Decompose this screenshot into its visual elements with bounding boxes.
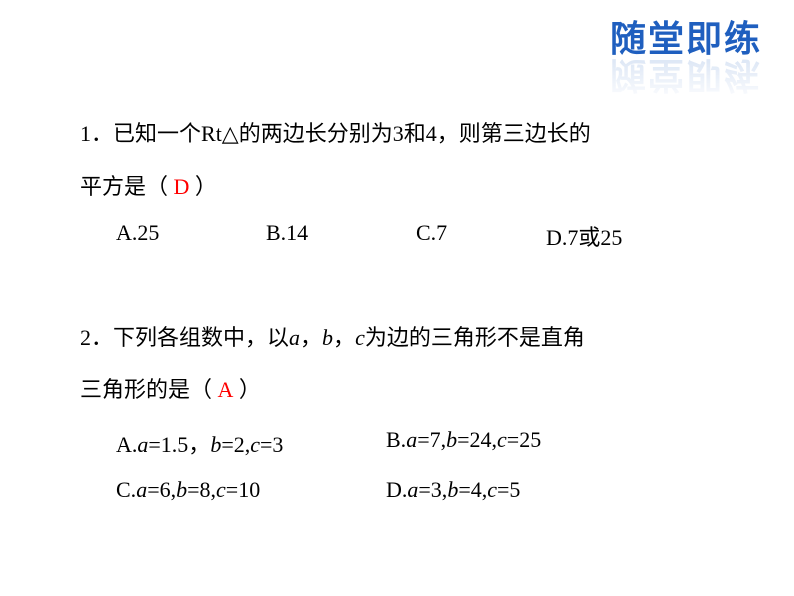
q2-opt-row1: A.a=1.5，b=2,c=3 B.a=7,b=24,c=25 <box>116 427 720 459</box>
q2-d-va: a <box>407 477 418 502</box>
q1-opt-b: B.14 <box>266 220 416 252</box>
q2-c-eb: =8, <box>187 477 216 502</box>
content-area: 1．已知一个Rt△的两边长分别为3和4，则第三边长的 平方是（ D ） A.25… <box>80 108 720 521</box>
q2-text1-post: 为边的三角形不是直角 <box>365 325 585 350</box>
q2-b-ea: =7, <box>417 427 446 452</box>
q2-comma1: ， <box>300 325 322 350</box>
q1-text1: 已知一个Rt△的两边长分别为3和4，则第三边长的 <box>113 121 591 146</box>
q2-var-b: b <box>322 325 333 350</box>
q1-line2: 平方是（ D ） <box>80 161 720 214</box>
question-2: 2．下列各组数中，以a，b，c为边的三角形不是直角 三角形的是（ A ） A.a… <box>80 312 720 504</box>
q2-opt-a: A.a=1.5，b=2,c=3 <box>116 427 386 459</box>
q2-text1-pre: 下列各组数中，以 <box>113 325 289 350</box>
q2-var-c: c <box>355 325 365 350</box>
q2-text2-pre: 三角形的是（ <box>80 377 212 402</box>
q2-line2: 三角形的是（ A ） <box>80 364 720 417</box>
q2-b-eb: =24, <box>457 427 497 452</box>
q2-options: A.a=1.5，b=2,c=3 B.a=7,b=24,c=25 C.a=6,b=… <box>116 427 720 503</box>
q2-c-vb: b <box>176 477 187 502</box>
q2-a-vc: c <box>250 432 260 457</box>
q1-opt-c: C.7 <box>416 220 546 252</box>
q2-opt-c: C.a=6,b=8,c=10 <box>116 477 386 503</box>
q2-b-ec: =25 <box>507 427 541 452</box>
q2-a-va: a <box>137 432 148 457</box>
q1-opt-d: D.7或25 <box>546 220 666 252</box>
q2-a-ec: =3 <box>260 432 283 457</box>
q2-number: 2． <box>80 325 113 350</box>
q2-d-ea: =3, <box>418 477 447 502</box>
q2-b-label: B. <box>386 427 406 452</box>
q2-c-ea: =6, <box>147 477 176 502</box>
q2-a-label: A. <box>116 432 137 457</box>
q2-b-va: a <box>406 427 417 452</box>
q2-a-vb: b <box>210 432 221 457</box>
q2-var-a: a <box>289 325 300 350</box>
q2-opt-d: D.a=3,b=4,c=5 <box>386 477 636 503</box>
q1-number: 1． <box>80 121 113 146</box>
q1-answer: D <box>174 174 190 199</box>
q2-c-ec: =10 <box>226 477 260 502</box>
q2-b-vb: b <box>446 427 457 452</box>
q1-text2-pre: 平方是（ <box>80 174 168 199</box>
q2-answer: A <box>218 377 234 402</box>
q2-d-vc: c <box>487 477 497 502</box>
q1-opt-a: A.25 <box>116 220 266 252</box>
q2-c-va: a <box>136 477 147 502</box>
q2-b-vc: c <box>497 427 507 452</box>
q2-d-label: D. <box>386 477 407 502</box>
q2-opt-row2: C.a=6,b=8,c=10 D.a=3,b=4,c=5 <box>116 477 720 503</box>
q2-d-ec: =5 <box>497 477 520 502</box>
q2-c-label: C. <box>116 477 136 502</box>
q2-text2-post: ） <box>239 377 261 402</box>
q2-a-eb: =2, <box>221 432 250 457</box>
q2-a-ea: =1.5， <box>148 432 210 457</box>
q2-d-vb: b <box>447 477 458 502</box>
q1-options: A.25 B.14 C.7 D.7或25 <box>116 220 720 252</box>
q1-text2-post: ） <box>195 174 217 199</box>
q2-opt-b: B.a=7,b=24,c=25 <box>386 427 636 459</box>
question-1: 1．已知一个Rt△的两边长分别为3和4，则第三边长的 平方是（ D ） A.25… <box>80 108 720 252</box>
header-title-reflection: 随堂即练 <box>610 52 762 104</box>
page-header: 随堂即练 随堂即练 <box>610 10 762 104</box>
q2-c-vc: c <box>216 477 226 502</box>
q2-line1: 2．下列各组数中，以a，b，c为边的三角形不是直角 <box>80 312 720 365</box>
q2-d-eb: =4, <box>458 477 487 502</box>
q2-comma2: ， <box>333 325 355 350</box>
q1-line1: 1．已知一个Rt△的两边长分别为3和4，则第三边长的 <box>80 108 720 161</box>
